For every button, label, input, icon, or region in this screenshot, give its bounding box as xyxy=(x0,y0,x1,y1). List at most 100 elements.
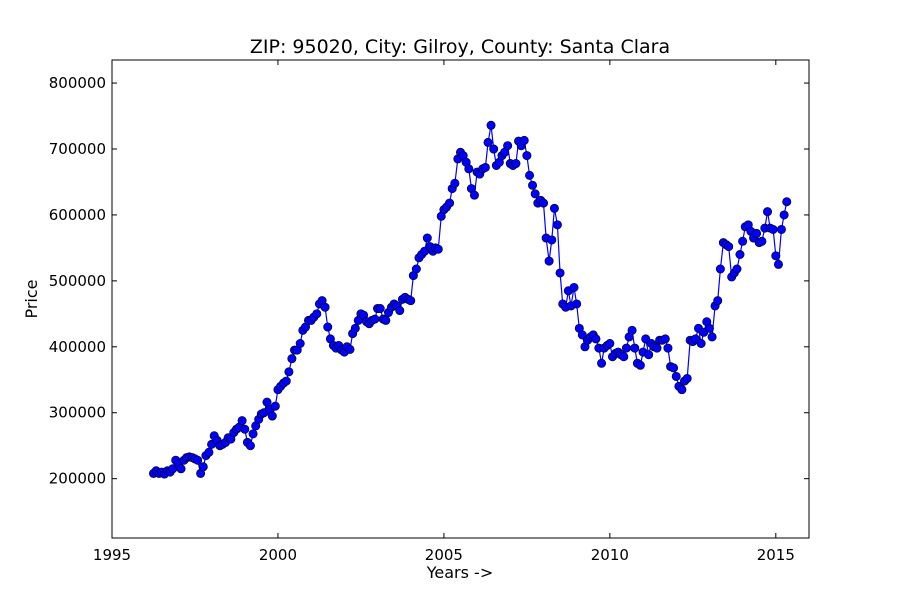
data-point xyxy=(445,198,455,208)
data-point xyxy=(660,334,670,344)
data-point xyxy=(237,416,247,426)
data-point xyxy=(591,334,601,344)
data-point xyxy=(345,344,355,354)
data-point xyxy=(569,282,579,292)
data-point xyxy=(503,141,513,151)
data-point xyxy=(406,296,416,306)
data-point xyxy=(779,210,789,220)
data-point xyxy=(715,264,725,274)
plot-frame xyxy=(111,59,810,539)
y-tick-label: 300000 xyxy=(49,404,106,422)
data-point xyxy=(411,264,421,274)
y-axis-label: Price xyxy=(22,279,41,318)
data-point xyxy=(295,339,305,349)
data-point xyxy=(707,332,717,342)
data-point xyxy=(240,424,250,434)
data-point xyxy=(267,411,277,421)
data-point xyxy=(525,170,535,180)
data-point xyxy=(724,242,734,252)
data-point xyxy=(248,429,258,439)
x-tick-label: 2005 xyxy=(425,546,463,564)
data-point xyxy=(549,203,559,213)
data-point xyxy=(757,236,767,246)
data-point xyxy=(204,447,214,457)
data-point xyxy=(735,249,745,259)
data-point xyxy=(287,354,297,364)
data-point xyxy=(652,343,662,353)
data-point xyxy=(538,198,548,208)
x-tick-label: 2010 xyxy=(591,546,629,564)
data-point xyxy=(713,296,723,306)
y-tick-label: 500000 xyxy=(49,272,106,290)
data-point xyxy=(696,339,706,349)
data-point xyxy=(677,385,687,395)
data-point xyxy=(630,343,640,353)
data-point xyxy=(621,343,631,353)
data-point xyxy=(773,259,783,269)
data-point xyxy=(193,455,203,465)
data-point xyxy=(577,330,587,340)
data-point xyxy=(635,360,645,370)
data-point xyxy=(464,164,474,174)
data-point xyxy=(284,367,294,377)
data-point xyxy=(395,306,405,316)
data-point xyxy=(381,315,391,325)
y-tick-label: 800000 xyxy=(49,74,106,92)
y-tick-label: 400000 xyxy=(49,338,106,356)
data-point xyxy=(176,464,186,474)
data-point xyxy=(782,197,792,207)
data-point xyxy=(320,302,330,312)
data-point xyxy=(597,358,607,368)
chart-title: ZIP: 95020, City: Gilroy, County: Santa … xyxy=(250,36,670,58)
data-point xyxy=(519,135,529,145)
data-point xyxy=(469,190,479,200)
data-point xyxy=(450,178,460,188)
data-point xyxy=(663,343,673,353)
data-point xyxy=(198,462,208,472)
data-point xyxy=(323,322,333,332)
data-point xyxy=(270,401,280,411)
data-point xyxy=(350,323,360,333)
data-point xyxy=(422,233,432,243)
data-point xyxy=(704,323,714,333)
x-axis-label: Years -> xyxy=(426,563,493,582)
data-point xyxy=(530,189,540,199)
data-point xyxy=(669,363,679,373)
data-point xyxy=(572,299,582,309)
data-point xyxy=(732,264,742,274)
data-point xyxy=(605,339,615,349)
data-point xyxy=(752,228,762,238)
y-tick-label: 700000 xyxy=(49,140,106,158)
data-point xyxy=(312,309,322,319)
data-point xyxy=(776,224,786,234)
data-point xyxy=(433,244,443,254)
data-point xyxy=(552,220,562,230)
data-point xyxy=(555,268,565,278)
data-point xyxy=(528,180,538,190)
data-point xyxy=(375,304,385,314)
data-point xyxy=(547,235,557,245)
data-point xyxy=(671,371,681,381)
data-point xyxy=(644,350,654,360)
data-point xyxy=(483,137,493,147)
x-tick-label: 2000 xyxy=(259,546,297,564)
data-point xyxy=(245,441,255,451)
data-point xyxy=(619,352,629,362)
data-point xyxy=(281,376,291,386)
data-point xyxy=(522,151,532,161)
data-point xyxy=(627,325,637,335)
data-point xyxy=(738,236,748,246)
data-point xyxy=(511,159,521,169)
data-point xyxy=(682,373,692,383)
x-tick-label: 1995 xyxy=(93,546,131,564)
data-point xyxy=(544,256,554,266)
y-tick-label: 200000 xyxy=(49,470,106,488)
data-point xyxy=(486,120,496,130)
y-tick-label: 600000 xyxy=(49,206,106,224)
data-point xyxy=(768,224,778,234)
data-point xyxy=(763,207,773,217)
data-point xyxy=(489,144,499,154)
